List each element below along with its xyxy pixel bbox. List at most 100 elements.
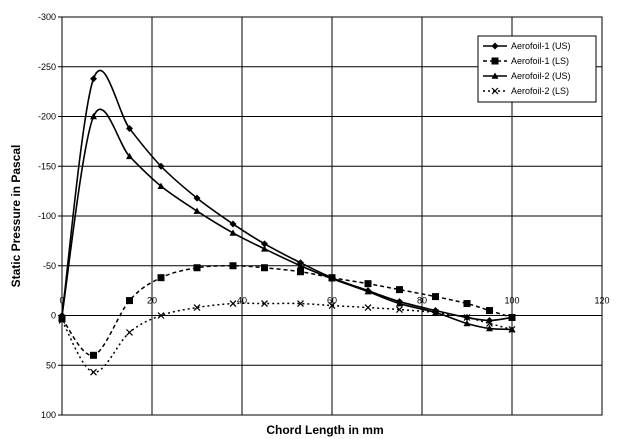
data-point-x-stroke <box>463 314 471 321</box>
x-tick-label: 60 <box>327 296 337 306</box>
y-tick-label: -150 <box>38 161 56 171</box>
data-point-square <box>508 313 516 321</box>
legend-box <box>477 35 597 103</box>
data-point-diamond <box>229 220 237 228</box>
y-tick-label: 50 <box>46 360 56 370</box>
legend-label: Aerofoil-1 (US) <box>511 41 571 51</box>
y-tick-label: -250 <box>38 62 56 72</box>
data-point-x <box>229 300 237 307</box>
data-point-diamond <box>157 162 165 170</box>
series-line <box>61 302 513 373</box>
data-point-diamond <box>193 194 201 202</box>
data-point-x <box>364 304 372 311</box>
data-point-triangle <box>193 207 201 214</box>
x-tick-label: 80 <box>417 296 427 306</box>
data-point-square <box>261 264 268 272</box>
series-4 <box>58 300 516 376</box>
data-point-triangle <box>297 262 304 269</box>
data-point-x <box>432 309 439 316</box>
y-axis-title: Static Pressure in Pascal <box>9 145 23 288</box>
series-line <box>61 108 513 331</box>
data-point-diamond <box>261 240 268 248</box>
legend-item: Aerofoil-2 (US) <box>483 71 571 81</box>
legend-item: Aerofoil-2 (LS) <box>483 86 569 96</box>
data-point-triangle <box>396 300 403 307</box>
legend-label: Aerofoil-2 (US) <box>511 71 571 81</box>
data-point-square <box>491 57 499 65</box>
data-point-square <box>193 264 201 272</box>
data-point-x-stroke <box>364 304 372 311</box>
data-point-x <box>126 328 133 336</box>
data-point-square <box>90 351 97 359</box>
data-point-square <box>126 297 133 305</box>
data-point-triangle <box>126 152 133 160</box>
data-point-x <box>491 87 499 95</box>
data-point-triangle <box>261 245 268 252</box>
x-tick-label: 0 <box>59 296 64 306</box>
data-point-x <box>157 312 165 319</box>
data-point-x <box>261 300 268 307</box>
series-3 <box>58 108 516 333</box>
data-point-x-stroke <box>396 306 403 313</box>
x-tick-label: 20 <box>147 296 157 306</box>
data-point-diamond <box>491 42 499 50</box>
data-point-square <box>229 262 237 270</box>
data-point-x-stroke <box>90 368 97 376</box>
series-group <box>58 69 516 376</box>
x-tick-label: 40 <box>237 296 247 306</box>
data-point-x <box>58 317 66 324</box>
data-point-x-stroke <box>508 326 516 333</box>
series-1 <box>58 69 516 324</box>
data-point-x <box>297 300 304 307</box>
data-point-triangle <box>229 229 237 236</box>
data-point-x <box>193 304 201 311</box>
data-point-square <box>364 280 372 288</box>
data-point-square <box>157 274 165 282</box>
data-point-x <box>463 314 471 321</box>
data-point-x-stroke <box>328 302 336 309</box>
legend-item: Aerofoil-1 (LS) <box>483 56 569 66</box>
y-tick-label: 100 <box>41 410 56 420</box>
data-point-square <box>58 314 66 322</box>
data-point-triangle <box>463 319 471 327</box>
data-point-square <box>463 300 471 308</box>
data-point-x-stroke <box>297 300 304 307</box>
data-point-x-stroke <box>432 309 439 316</box>
data-point-x <box>328 302 336 309</box>
data-point-triangle <box>328 275 336 282</box>
data-point-x-stroke <box>491 87 499 95</box>
data-point-triangle <box>157 182 165 189</box>
y-tick-label: -50 <box>43 261 56 271</box>
series-2 <box>58 262 516 359</box>
data-point-triangle <box>58 312 66 319</box>
data-point-x-stroke <box>193 304 201 311</box>
y-tick-label: -300 <box>38 12 56 22</box>
data-point-square <box>486 307 493 315</box>
data-point-triangle <box>90 113 97 120</box>
data-point-square <box>396 286 403 294</box>
data-point-x-stroke <box>58 317 66 324</box>
data-point-x-stroke <box>229 300 237 307</box>
series-line <box>61 69 513 322</box>
data-point-square <box>297 268 304 276</box>
data-point-triangle <box>491 72 499 79</box>
x-axis-title: Chord Length in mm <box>266 423 383 437</box>
y-tick-label: 0 <box>51 311 56 321</box>
x-tick-label: 100 <box>504 296 519 306</box>
x-tick-label: 120 <box>594 296 609 306</box>
data-point-diamond <box>90 75 97 83</box>
data-point-triangle <box>364 288 372 295</box>
data-point-diamond <box>126 124 133 132</box>
data-point-triangle <box>486 324 493 332</box>
data-point-x-stroke <box>126 328 133 336</box>
data-point-x-stroke <box>157 312 165 319</box>
series-line <box>61 264 513 357</box>
tick-labels: -300 -250 -200 -150 -100 -50 0 50 100 0 20 40 60 80 10… <box>38 12 610 420</box>
data-point-x <box>508 326 516 333</box>
y-tick-label: -100 <box>38 211 56 221</box>
legend-item: Aerofoil-1 (US) <box>483 41 571 51</box>
data-point-x <box>90 368 97 376</box>
data-point-x <box>486 320 493 327</box>
y-tick-label: -200 <box>38 112 56 122</box>
